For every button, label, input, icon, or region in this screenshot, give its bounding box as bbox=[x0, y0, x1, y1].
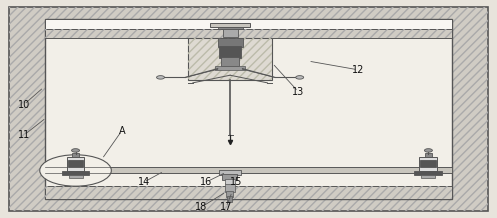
Text: A: A bbox=[118, 126, 125, 136]
Bar bbox=[62, 171, 89, 175]
Text: 10: 10 bbox=[18, 100, 30, 110]
Text: 18: 18 bbox=[195, 202, 207, 212]
Text: 11: 11 bbox=[18, 130, 30, 140]
Bar bbox=[72, 153, 79, 157]
Bar bbox=[218, 38, 243, 47]
Bar bbox=[414, 171, 442, 175]
Bar bbox=[69, 175, 83, 178]
Bar bbox=[222, 174, 237, 180]
Bar bbox=[219, 170, 241, 175]
Bar bbox=[45, 19, 452, 199]
Bar bbox=[226, 191, 233, 197]
Bar bbox=[219, 46, 241, 58]
Bar bbox=[227, 196, 232, 202]
Bar bbox=[188, 38, 272, 80]
Bar bbox=[223, 29, 238, 37]
Text: 12: 12 bbox=[352, 65, 364, 75]
Circle shape bbox=[296, 76, 304, 79]
Text: 16: 16 bbox=[200, 177, 212, 187]
Bar bbox=[425, 153, 432, 157]
Circle shape bbox=[72, 149, 80, 152]
Text: 17: 17 bbox=[220, 202, 232, 212]
Text: 15: 15 bbox=[230, 177, 242, 187]
Bar bbox=[45, 186, 452, 199]
Bar bbox=[420, 160, 436, 167]
Bar bbox=[45, 167, 452, 173]
Bar bbox=[45, 19, 452, 29]
Bar bbox=[45, 29, 452, 38]
Bar bbox=[225, 179, 235, 184]
Bar bbox=[210, 23, 250, 27]
Bar bbox=[45, 186, 452, 199]
Text: 14: 14 bbox=[138, 177, 150, 187]
Bar bbox=[45, 29, 452, 38]
Bar bbox=[221, 57, 239, 66]
Circle shape bbox=[40, 155, 111, 186]
Bar bbox=[419, 157, 437, 171]
Bar bbox=[421, 175, 435, 178]
Bar bbox=[218, 27, 243, 29]
Circle shape bbox=[157, 76, 165, 79]
Bar bbox=[215, 66, 245, 70]
Text: 13: 13 bbox=[292, 87, 304, 97]
Bar bbox=[67, 157, 84, 171]
Bar bbox=[225, 183, 235, 192]
Bar bbox=[188, 38, 272, 80]
Circle shape bbox=[424, 149, 432, 152]
Bar bbox=[68, 160, 83, 167]
